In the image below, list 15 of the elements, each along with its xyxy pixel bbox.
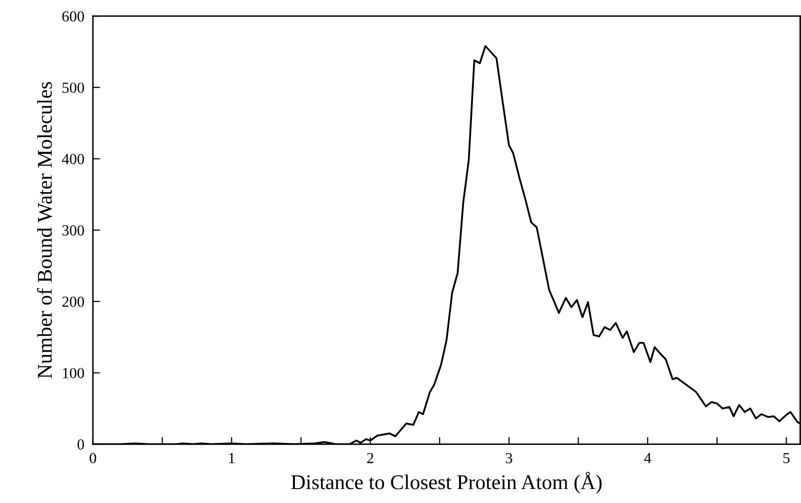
y-tick-label: 300	[62, 225, 84, 236]
x-tick-label: 0	[90, 452, 96, 464]
y-axis-title: Number of Bound Water Molecules	[37, 82, 52, 378]
x-tick-label: 4	[644, 453, 652, 464]
x-tick-label: 2	[367, 452, 374, 464]
y-tick-label: 500	[62, 82, 84, 93]
y-tick-label: 600	[62, 11, 84, 22]
y-tick-label: 400	[62, 154, 84, 164]
y-tick-label: 200	[62, 296, 84, 307]
y-tick-label: 0	[78, 439, 84, 450]
y-tick-label: 100	[63, 368, 84, 378]
x-tick-label: 1	[229, 453, 234, 464]
x-tick-label: 5	[783, 453, 790, 464]
x-axis-title: Distance to Closest Protein Atom (Å)	[291, 472, 602, 494]
x-tick-label: 3	[506, 452, 512, 464]
